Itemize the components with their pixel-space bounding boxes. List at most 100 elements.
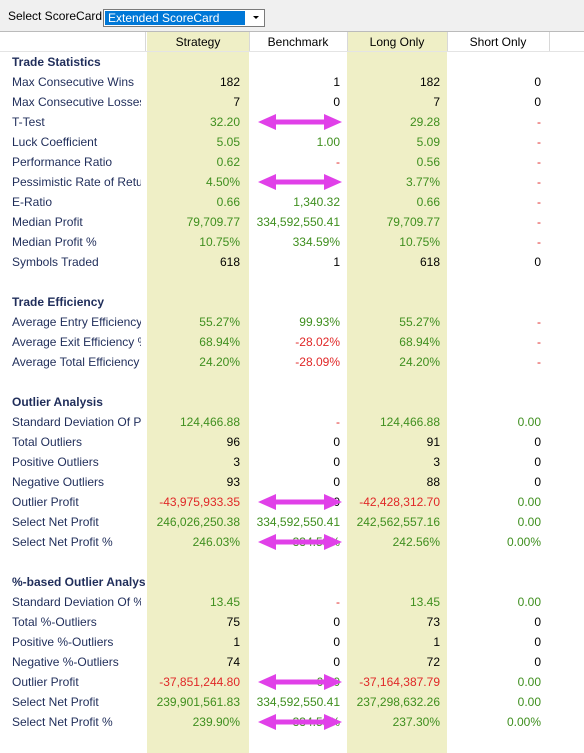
cell-value: 0	[333, 495, 340, 509]
cell-value: -	[537, 335, 541, 349]
cell-value: 73	[426, 615, 440, 629]
cell-value: 0	[333, 635, 340, 649]
cell-value: 88	[426, 475, 440, 489]
cell-value: 0	[333, 455, 340, 469]
cell-value: 10.75%	[199, 235, 240, 249]
cell-value: 0	[534, 455, 541, 469]
cell-value: 0	[534, 255, 541, 269]
cell-value: -43,975,933.35	[159, 495, 240, 509]
cell-value: -37,164,387.79	[359, 675, 440, 689]
cell-value: 0.00	[316, 675, 340, 689]
cell-value: 0.00	[517, 495, 541, 509]
cell-value: 334.59%	[292, 535, 340, 549]
cell-value: 0	[534, 95, 541, 109]
cell-value: 0	[534, 435, 541, 449]
cell-value: 618	[219, 255, 240, 269]
cell-value: 0	[333, 615, 340, 629]
row-label: Outlier Profit	[12, 495, 79, 509]
cell-value: 75	[226, 615, 240, 629]
cell-value: 246,026,250.38	[156, 515, 240, 529]
row-label: Symbols Traded	[12, 255, 99, 269]
row-label: Select Net Profit	[12, 695, 99, 709]
toolbar: Select ScoreCard: Extended ScoreCard	[0, 0, 584, 32]
cell-value: 72	[426, 655, 440, 669]
cell-value: 68.94%	[399, 335, 440, 349]
row-label: Average Entry Efficiency	[12, 315, 141, 329]
row-label: Positive Outliers	[12, 455, 99, 469]
cell-value: 0	[333, 655, 340, 669]
section-title: Outlier Analysis	[12, 395, 103, 409]
cell-value: 24.20%	[399, 355, 440, 369]
cell-value: 1	[333, 75, 340, 89]
cell-value: 618	[419, 255, 440, 269]
cell-value: -	[537, 215, 541, 229]
cell-value: 0.00%	[506, 535, 541, 549]
cell-value: 334,592,550.41	[256, 215, 340, 229]
row-label: Median Profit	[12, 215, 83, 229]
row-label: Standard Deviation Of %	[12, 595, 141, 609]
cell-value: -	[336, 155, 340, 169]
row-label: Negative Outliers	[12, 475, 105, 489]
cell-value: 242.56%	[392, 535, 440, 549]
column-separator	[145, 32, 146, 52]
cell-value: -	[336, 595, 340, 609]
cell-value: 5.05	[216, 135, 240, 149]
cell-value: 13.45	[409, 595, 440, 609]
cell-value: 239,901,561.83	[156, 695, 240, 709]
cell-value: 3	[233, 455, 240, 469]
row-label: Median Profit %	[12, 235, 97, 249]
cell-value: 246.03%	[192, 535, 240, 549]
row-label: Max Consecutive Wins	[12, 75, 135, 89]
column-header: Benchmark	[267, 35, 329, 49]
cell-value: 0	[534, 635, 541, 649]
cell-value: 0.00	[517, 595, 541, 609]
cell-value: -	[537, 135, 541, 149]
cell-value: 237.30%	[392, 715, 440, 729]
cell-value: 79,709.77	[386, 215, 440, 229]
row-label: Average Exit Efficiency %	[12, 335, 141, 349]
cell-value: -	[336, 415, 340, 429]
scorecard-dropdown[interactable]: Extended ScoreCard	[103, 9, 265, 27]
row-label: Select Net Profit %	[12, 535, 113, 549]
long-only-column-bg	[347, 32, 447, 753]
row-label: Total %-Outliers	[12, 615, 97, 629]
section-title: %-based Outlier Analys	[12, 575, 145, 589]
cell-value: -	[537, 155, 541, 169]
cell-value: 0.00	[517, 675, 541, 689]
cell-value: 124,466.88	[379, 415, 440, 429]
cell-value: 68.94%	[199, 335, 240, 349]
cell-value: 1,340.32	[293, 195, 340, 209]
column-header: Long Only	[369, 35, 425, 49]
row-label: Max Consecutive Losses	[12, 95, 141, 109]
cell-value: 0.00	[517, 695, 541, 709]
cell-value: 0	[534, 655, 541, 669]
cell-value: 237,298,632.26	[356, 695, 440, 709]
toolbar-label: Select ScoreCard:	[8, 9, 106, 23]
column-separator	[447, 32, 448, 52]
cell-value: 10.75%	[399, 235, 440, 249]
cell-value: 1	[233, 635, 240, 649]
cell-value: 0	[534, 75, 541, 89]
cell-value: 29.28	[409, 115, 440, 129]
cell-value: 74	[226, 655, 240, 669]
cell-value: 0.66	[416, 195, 440, 209]
cell-value: 0.56	[416, 155, 440, 169]
cell-value: 0	[333, 435, 340, 449]
column-separator	[347, 32, 348, 52]
cell-value: 334,592,550.41	[256, 695, 340, 709]
row-label: Select Net Profit	[12, 515, 99, 529]
cell-value: 3.77%	[405, 175, 440, 189]
cell-value: 91	[426, 435, 440, 449]
cell-value: 93	[226, 475, 240, 489]
cell-value: 242,562,557.16	[356, 515, 440, 529]
row-label: Select Net Profit %	[12, 715, 113, 729]
cell-value: -	[537, 315, 541, 329]
cell-value: 55.27%	[199, 315, 240, 329]
row-label: Positive %-Outliers	[12, 635, 114, 649]
cell-value: 0	[333, 95, 340, 109]
section-title: Trade Efficiency	[12, 295, 105, 309]
cell-value: -	[537, 115, 541, 129]
scorecard-table: Strategy Benchmark Long Only Short Only Trad…	[0, 32, 584, 753]
cell-value: 0.00%	[506, 715, 541, 729]
section-title: Trade Statistics	[12, 55, 101, 69]
